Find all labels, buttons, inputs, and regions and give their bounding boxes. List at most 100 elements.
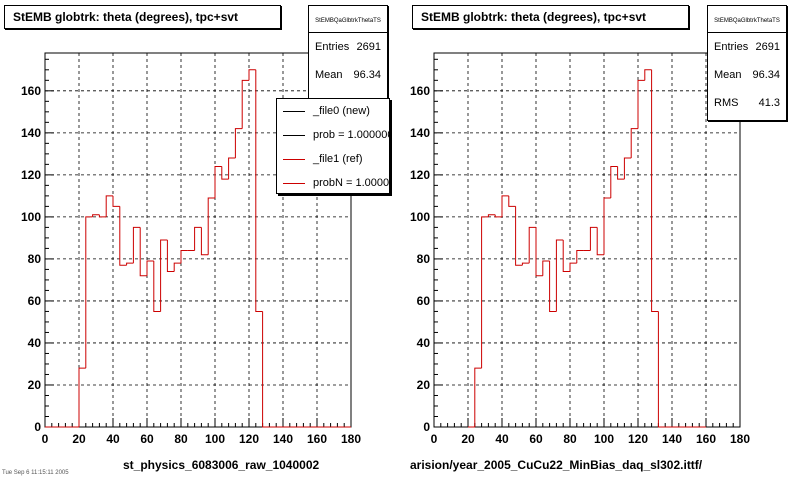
left-hist-bin-8 (98, 214, 107, 218)
left-x-tick-label-0: 0 (42, 432, 49, 446)
right-y-tick-label-0: 0 (423, 420, 430, 434)
right-hist-bin-10 (535, 227, 543, 277)
left-x-tick-label-100: 100 (205, 432, 225, 446)
right-stats-entries-label: Entries (714, 41, 749, 53)
right-stats-box: StEMBQaGlbtrkThetaTS Entries 2691 Mean 9… (707, 5, 787, 121)
right-hist-bin-5 (501, 195, 509, 217)
left-hist-bin-25 (214, 165, 222, 198)
left-x-tick-label-80: 80 (174, 432, 188, 446)
right-stats-mean-label: Mean (714, 69, 742, 81)
right-x-tick-label-80: 80 (563, 432, 577, 446)
left-y-tick-label-20: 20 (28, 378, 42, 392)
right-hist-bin-23 (623, 157, 632, 180)
left-hist-bin-6 (85, 216, 93, 369)
right-hist-bin-20 (603, 197, 611, 255)
left-hist-bin-30 (248, 69, 256, 81)
right-y-tick-label-20: 20 (417, 378, 431, 392)
right-hist-bin-21 (610, 165, 618, 198)
legend-label-file1: _file1 (ref) (313, 153, 363, 165)
right-y-tick-label-100: 100 (410, 210, 430, 224)
right-hist-bin-22 (617, 166, 625, 180)
right-plot-frame (433, 52, 741, 428)
right-hist-bin-9 (528, 226, 536, 264)
left-hist-bin-5 (78, 367, 86, 427)
right-x-tick-label-20: 20 (461, 432, 475, 446)
right-hist-bin-12 (549, 261, 557, 312)
right-hist-bin-13 (555, 239, 564, 312)
left-hist-bin-17 (160, 239, 168, 312)
left-hist-bin-19 (173, 262, 181, 272)
legend-entry-probn: probN = 1.000000 (277, 171, 389, 193)
right-y-tick-label-140: 140 (410, 126, 430, 140)
left-x-tick-label-160: 160 (307, 432, 327, 446)
right-file-label: arision/year_2005_CuCu22_MinBias_daq_sl3… (410, 458, 703, 472)
left-hist-bin-29 (241, 79, 249, 129)
legend-line-file1 (283, 158, 305, 160)
right-stats-name: StEMBQaGlbtrkThetaTS (708, 6, 786, 33)
legend-entry-prob: prob = 1.000000 (277, 123, 389, 147)
right-stats-rms-value: 41.3 (758, 97, 780, 109)
left-stats-name: StEMBQaGlbtrkThetaTS (309, 6, 387, 33)
right-hist-bin-18 (589, 226, 598, 251)
left-y-tick-label-0: 0 (34, 420, 41, 434)
right-stats-mean-value: 96.34 (752, 69, 780, 81)
left-hist-bin-12 (126, 262, 134, 266)
left-plot-frame (44, 52, 352, 428)
legend-line-probn (283, 182, 305, 184)
left-y-tick-label-160: 160 (21, 84, 41, 98)
right-hist-bin-8 (521, 262, 530, 266)
right-hist-bin-2 (481, 216, 489, 369)
right-stats-entries-value: 2691 (755, 41, 780, 53)
right-hist-bin-4 (494, 214, 502, 218)
right-hist-bin-25 (637, 79, 645, 129)
left-stats-mean-value: 96.34 (353, 69, 381, 81)
right-hist-bin-3 (487, 214, 496, 217)
left-y-tick-label-40: 40 (28, 336, 42, 350)
left-y-tick-label-140: 140 (21, 126, 41, 140)
legend-entry-file1: _file1 (ref) (277, 147, 389, 171)
legend-label-prob: prob = 1.000000 (313, 129, 390, 141)
left-y-tick-label-120: 120 (21, 168, 41, 182)
legend-line-prob (283, 134, 305, 136)
right-y-tick-label-80: 80 (417, 252, 431, 266)
right-hist-bin-24 (630, 128, 638, 159)
right-hist-bin-19 (596, 227, 604, 256)
right-y-tick-label-60: 60 (417, 294, 431, 308)
left-hist-bin-23 (200, 227, 209, 256)
left-x-tick-label-180: 180 (341, 432, 361, 446)
right-y-tick-label-40: 40 (417, 336, 431, 350)
left-hist-bin-14 (139, 227, 147, 277)
right-hist-bin-6 (508, 195, 516, 207)
right-stats-rms-label: RMS (714, 97, 739, 109)
left-hist-bin-9 (105, 195, 113, 217)
left-hist-bin-27 (228, 157, 236, 180)
right-hist-bin-1 (474, 367, 482, 427)
left-hist-bin-16 (153, 261, 161, 312)
left-hist-bin-28 (234, 128, 243, 159)
timestamp-label: Tue Sep 6 11:15:11 2005 (2, 470, 69, 476)
right-chart-title: StEMB globtrk: theta (degrees), tpc+svt (412, 5, 689, 29)
legend-line-file0 (283, 110, 305, 112)
left-x-tick-label-120: 120 (239, 432, 259, 446)
right-x-tick-label-180: 180 (730, 432, 750, 446)
left-hist-bin-7 (92, 214, 100, 217)
left-hist-bin-26 (221, 166, 229, 180)
left-x-tick-label-140: 140 (273, 432, 293, 446)
right-x-tick-label-60: 60 (529, 432, 543, 446)
legend: _file0 (new) prob = 1.000000 _file1 (ref… (276, 98, 390, 194)
right-hist-bin-14 (562, 240, 570, 273)
right-x-tick-label-40: 40 (495, 432, 509, 446)
left-chart-title: StEMB globtrk: theta (degrees), tpc+svt (4, 5, 281, 29)
left-hist-bin-20 (180, 250, 188, 264)
right-x-tick-label-0: 0 (431, 432, 438, 446)
legend-entry-file0: _file0 (new) (277, 99, 389, 123)
right-x-tick-label-100: 100 (594, 432, 614, 446)
left-x-tick-label-40: 40 (106, 432, 120, 446)
legend-label-file0: _file0 (new) (313, 105, 370, 117)
right-hist-bin-27 (651, 69, 659, 312)
right-y-tick-label-160: 160 (410, 84, 430, 98)
left-y-tick-label-80: 80 (28, 252, 42, 266)
left-file-label: st_physics_6083006_raw_1040002 (123, 458, 320, 472)
left-hist-bin-22 (194, 226, 202, 251)
